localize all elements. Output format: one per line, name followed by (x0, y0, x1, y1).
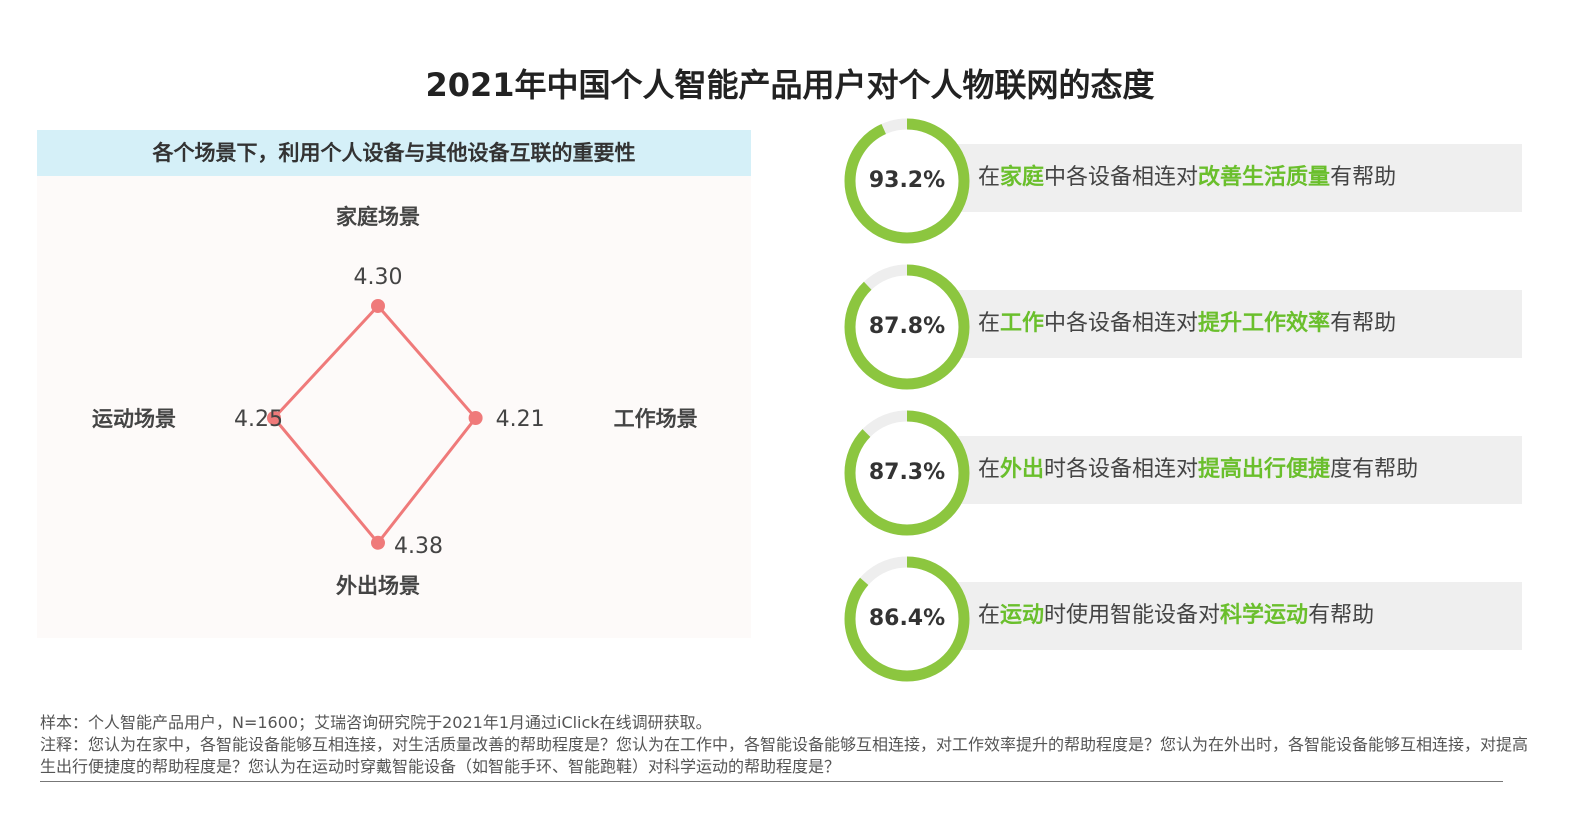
statement-highlight: 改善生活质量 (1198, 165, 1331, 190)
statement-highlight: 运动 (1000, 603, 1045, 628)
radar-category-label-sport: 运动场景 (92, 407, 176, 431)
statement-text: 在工作中各设备相连对提升工作效率有帮助 (978, 290, 1396, 358)
radar-value-label-outdoor: 4.38 (394, 534, 443, 559)
radar-point-outdoor (371, 535, 385, 550)
statement-bar (902, 436, 1522, 504)
statement-text: 在家庭中各设备相连对改善生活质量有帮助 (978, 144, 1396, 212)
donut-row-work: 87.8% 在工作中各设备相连对提升工作效率有帮助 (842, 262, 1522, 392)
page-title: 2021年中国个人智能产品用户对个人物联网的态度 (425, 66, 1155, 104)
radar-point-work (468, 411, 483, 425)
statement-highlight: 工作 (1000, 311, 1045, 336)
statement-segment: 在 (978, 311, 1001, 336)
donut-ring-home (844, 118, 970, 244)
statement-segment: 在 (978, 165, 1001, 190)
donut-percent-label: 87.8% (868, 314, 946, 339)
statement-segment: 度有帮助 (1330, 457, 1419, 482)
statement-segment: 时使用智能设备对 (1044, 603, 1221, 628)
radar-chart: 4.30 家庭场景 4.21 工作场景 4.38 外出场景 4.25 运动场景 (92, 205, 698, 598)
statement-bar (902, 290, 1522, 358)
radar-point-sport (267, 411, 281, 425)
radar-value-label-work: 4.21 (496, 407, 545, 432)
statement-highlight: 科学运动 (1220, 603, 1309, 628)
radar-panel: 各个场景下，利用个人设备与其他设备互联的重要性 4.30 家庭场景 4.21 工作场景… (37, 130, 751, 638)
statement-text: 在运动时使用智能设备对科学运动有帮助 (978, 582, 1374, 650)
statement-segment: 有帮助 (1308, 603, 1375, 628)
radar-panel-header: 各个场景下，利用个人设备与其他设备互联的重要性 (37, 130, 751, 176)
statement-segment: 中各设备相连对 (1044, 165, 1199, 190)
statement-segment: 在 (978, 457, 1001, 482)
statement-highlight: 家庭 (1000, 165, 1045, 190)
donut-percent-label: 87.3% (868, 460, 946, 485)
statement-bar (902, 582, 1522, 650)
statement-highlight: 外出 (1000, 457, 1045, 482)
donut-ring-sport (844, 556, 970, 682)
statement-segment: 有帮助 (1330, 165, 1397, 190)
statement-segment: 有帮助 (1330, 311, 1397, 336)
radar-point-home (371, 299, 385, 313)
radar-category-label-home: 家庭场景 (336, 205, 420, 229)
donut-arc-sport (844, 556, 970, 682)
donut-arc-outdoor (844, 410, 970, 536)
statement-segment: 中各设备相连对 (1044, 311, 1199, 336)
radar-series-line (272, 303, 478, 546)
statement-segment: 在 (978, 603, 1001, 628)
donut-row-sport: 86.4% 在运动时使用智能设备对科学运动有帮助 (842, 554, 1522, 684)
radar-value-label-home: 4.30 (354, 265, 403, 290)
donut-row-home: 93.2% 在家庭中各设备相连对改善生活质量有帮助 (842, 116, 1522, 246)
footer: 样本：个人智能产品用户，N=1600；艾瑞咨询研究院于2021年1月通过iCli… (40, 712, 1540, 778)
footer-sample: 样本：个人智能产品用户，N=1600；艾瑞咨询研究院于2021年1月通过iCli… (40, 713, 712, 732)
donut-ring-work (844, 264, 970, 390)
radar-category-label-outdoor: 外出场景 (336, 574, 420, 598)
radar-value-label-sport: 4.25 (234, 407, 283, 432)
radar-category-label-work: 工作场景 (614, 407, 698, 431)
donut-arc-home (844, 118, 970, 244)
statement-segment: 时各设备相连对 (1044, 457, 1199, 482)
statement-highlight: 提升工作效率 (1198, 311, 1331, 336)
footer-divider (40, 781, 1503, 782)
statement-bar (902, 144, 1522, 212)
donut-row-outdoor: 87.3% 在外出时各设备相连对提高出行便捷度有帮助 (842, 408, 1522, 538)
statement-text: 在外出时各设备相连对提高出行便捷度有帮助 (978, 436, 1418, 504)
donut-percent-label: 86.4% (868, 606, 946, 631)
footer-note: 注释：您认为在家中，各智能设备能够互相连接，对生活质量改善的帮助程度是？您认为在… (40, 735, 1529, 776)
donut-percent-label: 93.2% (868, 168, 946, 193)
donut-ring-outdoor (844, 410, 970, 536)
donut-arc-work (844, 264, 970, 390)
statement-highlight: 提高出行便捷 (1198, 457, 1331, 482)
